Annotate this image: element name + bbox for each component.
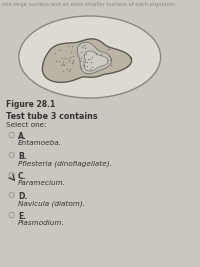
Text: Select one:: Select one: <box>6 122 47 128</box>
Text: Test tube 3 contains: Test tube 3 contains <box>6 112 98 121</box>
Point <box>88 57 91 61</box>
Point <box>85 60 89 65</box>
Point <box>70 44 74 48</box>
Text: Entamoeba.: Entamoeba. <box>18 140 62 146</box>
Point <box>68 66 72 71</box>
Point <box>80 66 83 70</box>
Point <box>68 54 72 59</box>
Text: Pfiesteria (dinoflagellate).: Pfiesteria (dinoflagellate). <box>18 160 112 167</box>
Point <box>69 49 73 54</box>
Text: Plasmodium.: Plasmodium. <box>18 220 65 226</box>
Point <box>107 54 110 58</box>
Text: one large nucleus and an even smaller nucleus of each organism.: one large nucleus and an even smaller nu… <box>2 2 176 7</box>
Point <box>82 58 85 63</box>
Point <box>54 51 57 56</box>
Point <box>82 64 85 68</box>
Point <box>82 43 86 48</box>
Point <box>70 61 73 65</box>
Text: D.: D. <box>18 192 27 201</box>
Text: E.: E. <box>18 212 26 221</box>
Point <box>61 69 64 73</box>
Point <box>89 67 92 71</box>
Point <box>108 58 111 62</box>
Text: B.: B. <box>18 152 27 161</box>
Point <box>87 57 90 61</box>
Point <box>68 69 71 73</box>
Point <box>79 50 82 54</box>
Point <box>85 64 88 68</box>
Point <box>89 60 92 64</box>
Point <box>107 47 110 51</box>
Point <box>63 56 66 60</box>
Point <box>55 58 58 63</box>
Ellipse shape <box>19 16 161 98</box>
Point <box>67 59 70 63</box>
Text: Navicula (diatom).: Navicula (diatom). <box>18 200 85 207</box>
Point <box>67 44 70 49</box>
Polygon shape <box>77 42 111 74</box>
Text: A.: A. <box>18 132 27 141</box>
Point <box>61 61 65 66</box>
Point <box>71 53 75 58</box>
Point <box>106 47 109 51</box>
Point <box>58 59 61 63</box>
Point <box>60 56 64 60</box>
Polygon shape <box>42 39 132 83</box>
Text: Paramecium.: Paramecium. <box>18 180 66 186</box>
Point <box>94 52 97 56</box>
Point <box>66 67 69 72</box>
Point <box>81 45 84 49</box>
Point <box>72 58 75 62</box>
Point <box>62 63 65 67</box>
Point <box>72 60 75 65</box>
Point <box>91 54 94 59</box>
Text: C.: C. <box>18 172 26 181</box>
Point <box>85 52 88 56</box>
Point <box>84 46 87 50</box>
Point <box>90 65 94 69</box>
Polygon shape <box>84 51 108 71</box>
Text: Figure 28.1: Figure 28.1 <box>6 100 56 109</box>
Point <box>78 59 81 64</box>
Point <box>59 63 63 68</box>
Point <box>82 63 85 67</box>
Point <box>99 52 102 56</box>
Point <box>109 63 112 67</box>
Point <box>67 56 70 61</box>
Point <box>80 56 83 60</box>
Point <box>83 53 86 57</box>
Point <box>58 48 61 52</box>
Point <box>62 59 65 64</box>
